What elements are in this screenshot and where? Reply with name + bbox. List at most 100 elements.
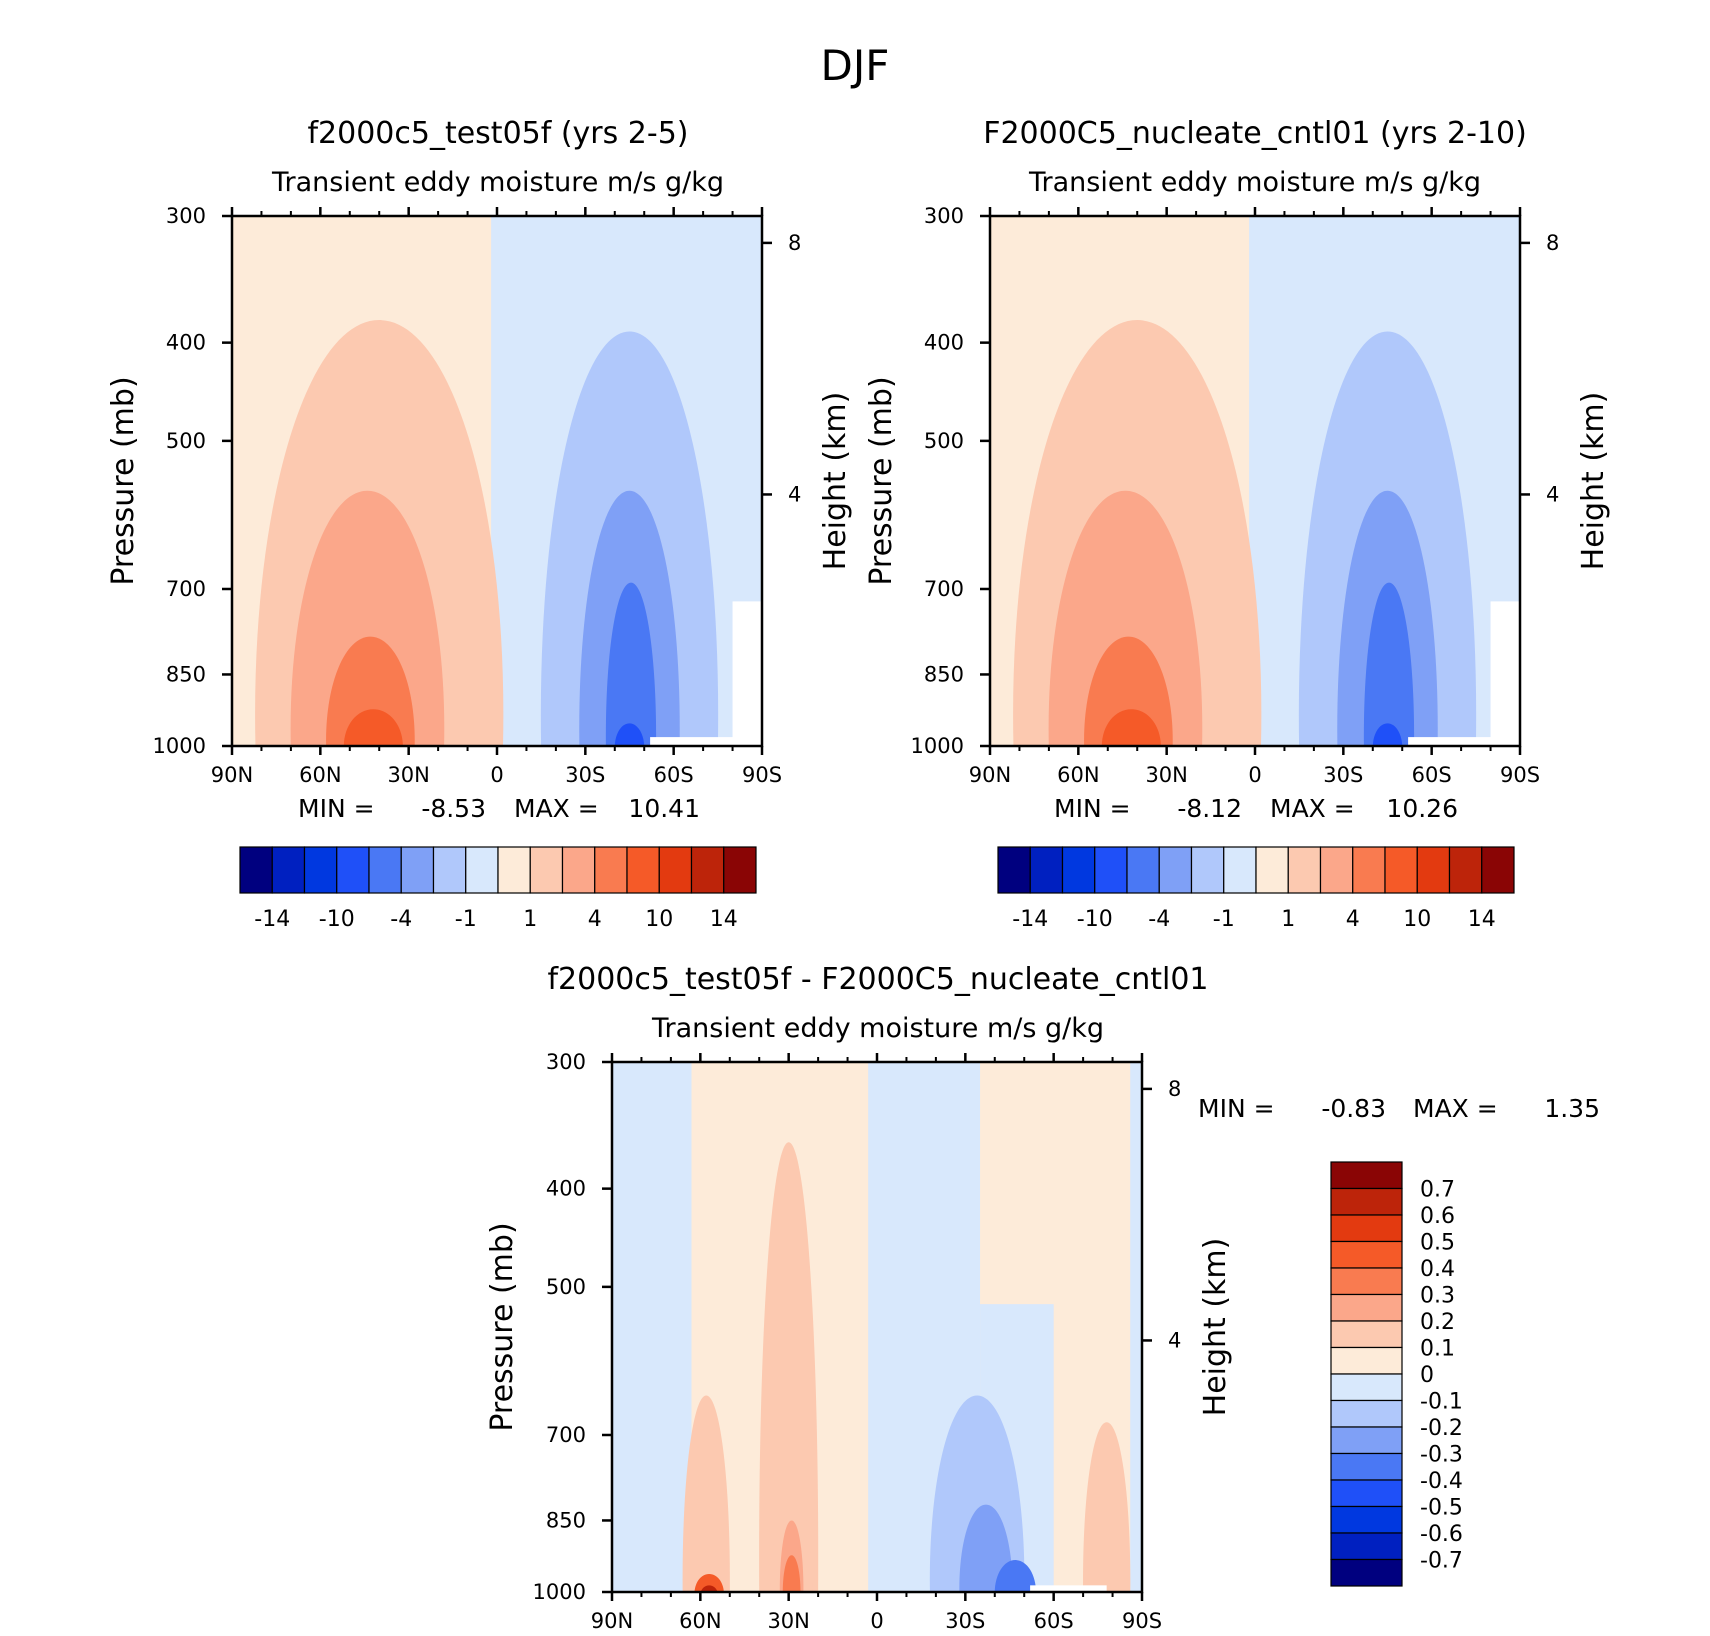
colorbar-label: 1 (1281, 907, 1295, 932)
contour-band-pos07 (700, 1585, 718, 1592)
colorbar-box (997, 846, 1031, 894)
x-tick-labels: 90N 60N 30N 0 30S 60S 90S (969, 763, 1540, 787)
colorbar-box (465, 846, 499, 894)
axis-ticks (602, 1053, 1152, 1601)
colorbar-label: -10 (319, 907, 355, 932)
panel-title: f2000c5_test05f - F2000C5_nucleate_cntl0… (547, 962, 1208, 997)
y-tick-label: 300 (924, 204, 964, 228)
x-tick-label: 0 (1248, 763, 1261, 787)
y-tick-label: 300 (546, 1050, 586, 1074)
colorbar: 0.70.60.50.40.30.20.10-0.1-0.2-0.3-0.4-0… (1330, 1161, 1463, 1587)
colorbar-label: 0.4 (1420, 1257, 1455, 1282)
colorbar-box (1330, 1399, 1403, 1428)
panel-subtitle: Transient eddy moisture m/s g/kg (1028, 167, 1481, 198)
panel-nucleate-cntl01: F2000C5_nucleate_cntl01 (yrs 2-10) Trans… (864, 116, 1611, 932)
colorbar-box (1330, 1346, 1403, 1375)
contour-band-neg8 (605, 582, 657, 746)
colorbar-box (1330, 1214, 1403, 1243)
panel-difference: f2000c5_test05f - F2000C5_nucleate_cntl0… (485, 962, 1600, 1633)
y-tick-label: 850 (546, 1508, 586, 1532)
stats-min-label: MIN = (298, 794, 375, 823)
y-tick-label: 500 (924, 429, 964, 453)
x-tick-label: 30N (767, 1609, 809, 1633)
x-tick-label: 0 (490, 763, 503, 787)
x-tick-label: 60N (1057, 763, 1099, 787)
x-tick-label: 0 (870, 1609, 883, 1633)
contour-band-neg03 (959, 1504, 1013, 1592)
y-right-tick-labels: 84 (788, 231, 801, 507)
colorbar-label: 1 (523, 907, 537, 932)
colorbar-box (1330, 1267, 1403, 1296)
colorbar-box (1330, 1452, 1403, 1481)
contour-band-neg01 (612, 1062, 692, 1592)
x-tick-label: 60S (1412, 763, 1452, 787)
y-right-tick-labels: 84 (1168, 1077, 1181, 1353)
colorbar-box (239, 846, 273, 894)
colorbar-box (1061, 846, 1096, 894)
y-tick-labels: 300 400 500 700 850 1000 (153, 204, 206, 758)
colorbar-box (1352, 846, 1386, 894)
colorbar-box (1416, 846, 1451, 894)
panel-title: F2000C5_nucleate_cntl01 (yrs 2-10) (983, 116, 1527, 151)
y-tick-label: 700 (924, 577, 964, 601)
colorbar-box (336, 846, 370, 894)
colorbar-box (1384, 846, 1418, 894)
x-tick-label: 90S (1122, 1609, 1162, 1633)
y-tick-label: 400 (924, 331, 964, 355)
colorbar-label: -0.5 (1420, 1496, 1463, 1521)
colorbar-box (1330, 1240, 1403, 1269)
colorbar-box (1330, 1532, 1403, 1561)
colorbar-box (1330, 1479, 1403, 1508)
y-tick-label: 1000 (153, 734, 206, 758)
colorbar-box (1330, 1187, 1403, 1216)
missing-data (732, 601, 762, 746)
panel-subtitle: Transient eddy moisture m/s g/kg (271, 167, 724, 198)
colorbar-box (529, 846, 564, 894)
colorbar-label: -0.7 (1420, 1549, 1463, 1574)
colorbar-box (658, 846, 693, 894)
y-axis-label: Pressure (mb) (864, 376, 899, 585)
colorbar-label: 0.7 (1420, 1178, 1455, 1203)
colorbar-box (626, 846, 660, 894)
contour-band-neg8 (1363, 582, 1415, 746)
colorbar-box (1029, 846, 1064, 894)
colorbar-box (723, 846, 757, 894)
contour-field (255, 216, 762, 746)
contour-band-neg01 (1130, 1062, 1142, 1592)
colorbar-box (400, 846, 435, 894)
stats-min-value: -8.53 (421, 794, 486, 823)
x-tick-label: 30S (565, 763, 605, 787)
x-tick-label: 60N (299, 763, 341, 787)
x-tick-label: 90N (211, 763, 253, 787)
missing-data (650, 737, 762, 746)
y-axis-label: Pressure (mb) (485, 1222, 520, 1431)
colorbar-label: 14 (1468, 907, 1496, 932)
y-tick-label: 400 (166, 331, 206, 355)
stats-min-label: MIN = (1198, 1094, 1275, 1123)
colorbar-label: -4 (390, 907, 412, 932)
y-tick-label: 300 (166, 204, 206, 228)
panel-test05f: f2000c5_test05f (yrs 2-5) Transient eddy… (106, 116, 853, 932)
stats-min-value: -0.83 (1321, 1094, 1386, 1123)
y-right-tick-label: 8 (788, 231, 801, 255)
contour-band-pos05 (694, 1574, 724, 1592)
stats-min-value: -8.12 (1177, 794, 1242, 823)
colorbar-box (1223, 846, 1257, 894)
colorbar-label: -0.4 (1420, 1469, 1463, 1494)
figure-title: DJF (821, 41, 890, 90)
colorbar-box (1319, 846, 1354, 894)
colorbar-box (594, 846, 628, 894)
x-tick-labels: 90N 60N 30N 0 30S 60S 90S (211, 763, 782, 787)
colorbar-label: 0.2 (1420, 1310, 1455, 1335)
y-tick-labels: 300 400 500 700 850 1000 (911, 204, 964, 758)
x-tick-label: 90N (969, 763, 1011, 787)
y-right-tick-label: 8 (1546, 231, 1559, 255)
contour-field (612, 1062, 1142, 1592)
colorbar-box (432, 846, 467, 894)
colorbar-box (1094, 846, 1128, 894)
contour-band-pos01 (759, 1142, 819, 1592)
y-axis-label: Pressure (mb) (106, 376, 141, 585)
colorbar-label: 4 (1346, 907, 1360, 932)
colorbar-label: 4 (588, 907, 602, 932)
panel-title: f2000c5_test05f (yrs 2-5) (307, 116, 688, 151)
